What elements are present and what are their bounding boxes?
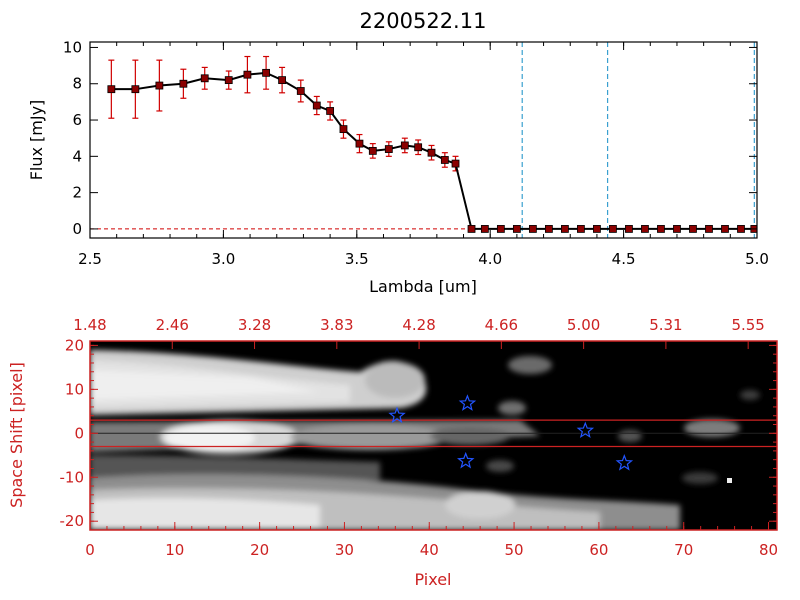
- spectrum-y-tick-label: 8: [72, 75, 82, 93]
- spectrum-plot-frame: [89, 41, 758, 239]
- spectrum-x-label: Lambda [um]: [369, 277, 477, 296]
- flux-point: [609, 225, 617, 233]
- flux-point: [224, 76, 233, 85]
- spectrum-x-tick-label: 4.0: [478, 250, 502, 268]
- chart-title: 2200522.11: [360, 9, 487, 33]
- wavelength-axis-label: 4.28: [402, 316, 435, 334]
- wavelength-axis-label: 5.00: [567, 316, 600, 334]
- flux-point: [400, 141, 409, 150]
- flux-point: [561, 225, 569, 233]
- flux-point: [296, 87, 305, 95]
- flux-point: [705, 225, 713, 233]
- flux-point: [243, 70, 252, 79]
- flux-point: [625, 225, 633, 233]
- flux-point: [200, 74, 209, 83]
- flux-point: [451, 159, 460, 168]
- flux-point: [107, 85, 116, 94]
- flux-point: [155, 81, 164, 90]
- flux-line: [111, 71, 755, 230]
- spectrum-x-tick-label: 4.5: [612, 250, 636, 268]
- wavelength-axis-label: 3.83: [320, 316, 353, 334]
- spectrum-plot: 2.5 3.0 3.5 4.0 4.5 5.0 0 2 4 6 8 10: [63, 38, 769, 268]
- star-marker: [457, 451, 475, 469]
- flux-point: [312, 101, 321, 110]
- flux-point: [467, 225, 476, 233]
- spectrum-y-tick-label: 4: [72, 147, 82, 165]
- flux-point: [657, 225, 665, 233]
- flux-point: [384, 145, 393, 153]
- star-marker: [576, 421, 595, 439]
- image-x-tick-label: 0: [85, 541, 95, 559]
- flux-point: [262, 68, 270, 77]
- flux-point: [440, 156, 449, 164]
- star-marker: [458, 394, 477, 411]
- flux-point: [179, 79, 188, 88]
- image-x-tick-label: 10: [165, 541, 184, 559]
- flux-point: [368, 146, 377, 155]
- image-y-tick-label: 0: [74, 424, 84, 442]
- image-x-tick-label: 80: [759, 541, 778, 559]
- wavelength-axis-label: 3.28: [238, 316, 271, 334]
- image-x-tick-label: 50: [505, 541, 524, 559]
- flux-point: [544, 225, 553, 233]
- wavelength-axis-label: 2.46: [156, 316, 189, 334]
- flux-point: [512, 225, 521, 233]
- flux-point: [593, 225, 601, 233]
- image-x-label: Pixel: [414, 570, 451, 589]
- flux-point: [496, 225, 505, 233]
- flux-point: [689, 225, 697, 233]
- wavelength-axis-label: 5.55: [731, 316, 764, 334]
- spectrum-y-label: Flux [mJy]: [27, 100, 46, 181]
- flux-point: [641, 225, 649, 233]
- wavelength-axis-label: 4.66: [485, 316, 518, 334]
- flux-point: [427, 148, 436, 157]
- image-x-tick-label: 70: [674, 541, 693, 559]
- spectrum-y-tick-label: 0: [72, 220, 82, 238]
- star-marker: [615, 454, 634, 471]
- flux-point: [480, 225, 489, 233]
- spectrum-x-tick-label: 5.0: [745, 250, 769, 268]
- flux-point: [737, 225, 745, 233]
- image-x-tick-label: 60: [589, 541, 608, 559]
- spectrum-plot-area: [90, 42, 757, 238]
- wavelength-axis-label: 5.31: [649, 316, 682, 334]
- image-x-tick-label: 40: [420, 541, 439, 559]
- flux-point: [355, 139, 364, 148]
- spectrum-x-tick-label: 2.5: [78, 250, 102, 268]
- flux-point: [339, 125, 348, 134]
- spectrum-y-tick-label: 10: [63, 38, 82, 56]
- spectrum-x-tick-label: 3.5: [345, 250, 369, 268]
- image-x-tick-label: 20: [250, 541, 269, 559]
- star-marker: [388, 406, 406, 424]
- flux-point: [326, 107, 335, 115]
- spectrum-y-tick-label: 2: [72, 184, 82, 202]
- flux-point: [577, 225, 585, 233]
- spectral-image: [90, 341, 777, 530]
- image-y-tick-label: -20: [60, 512, 85, 530]
- spectral-image-overlay: 0 10 20 30 40 50 60 70 80 1.48 2.46 3.28 3.83 4.28 4.6…: [60, 316, 779, 559]
- flux-point: [414, 143, 423, 152]
- spectrum-y-tick-label: 6: [72, 111, 82, 129]
- image-y-tick-label: 20: [65, 336, 84, 354]
- image-y-tick-label: 10: [65, 380, 84, 398]
- flux-point: [673, 225, 681, 233]
- flux-point: [528, 225, 537, 233]
- image-y-tick-label: -10: [60, 468, 85, 486]
- wavelength-axis-label: 1.48: [73, 316, 106, 334]
- flux-point: [131, 85, 140, 94]
- spectrum-x-tick-label: 3.0: [211, 250, 235, 268]
- flux-point: [721, 225, 729, 233]
- image-x-tick-label: 30: [335, 541, 354, 559]
- flux-point: [278, 76, 286, 85]
- image-y-label: Space Shift [pixel]: [7, 362, 26, 508]
- spectral-image-frame: [89, 340, 778, 531]
